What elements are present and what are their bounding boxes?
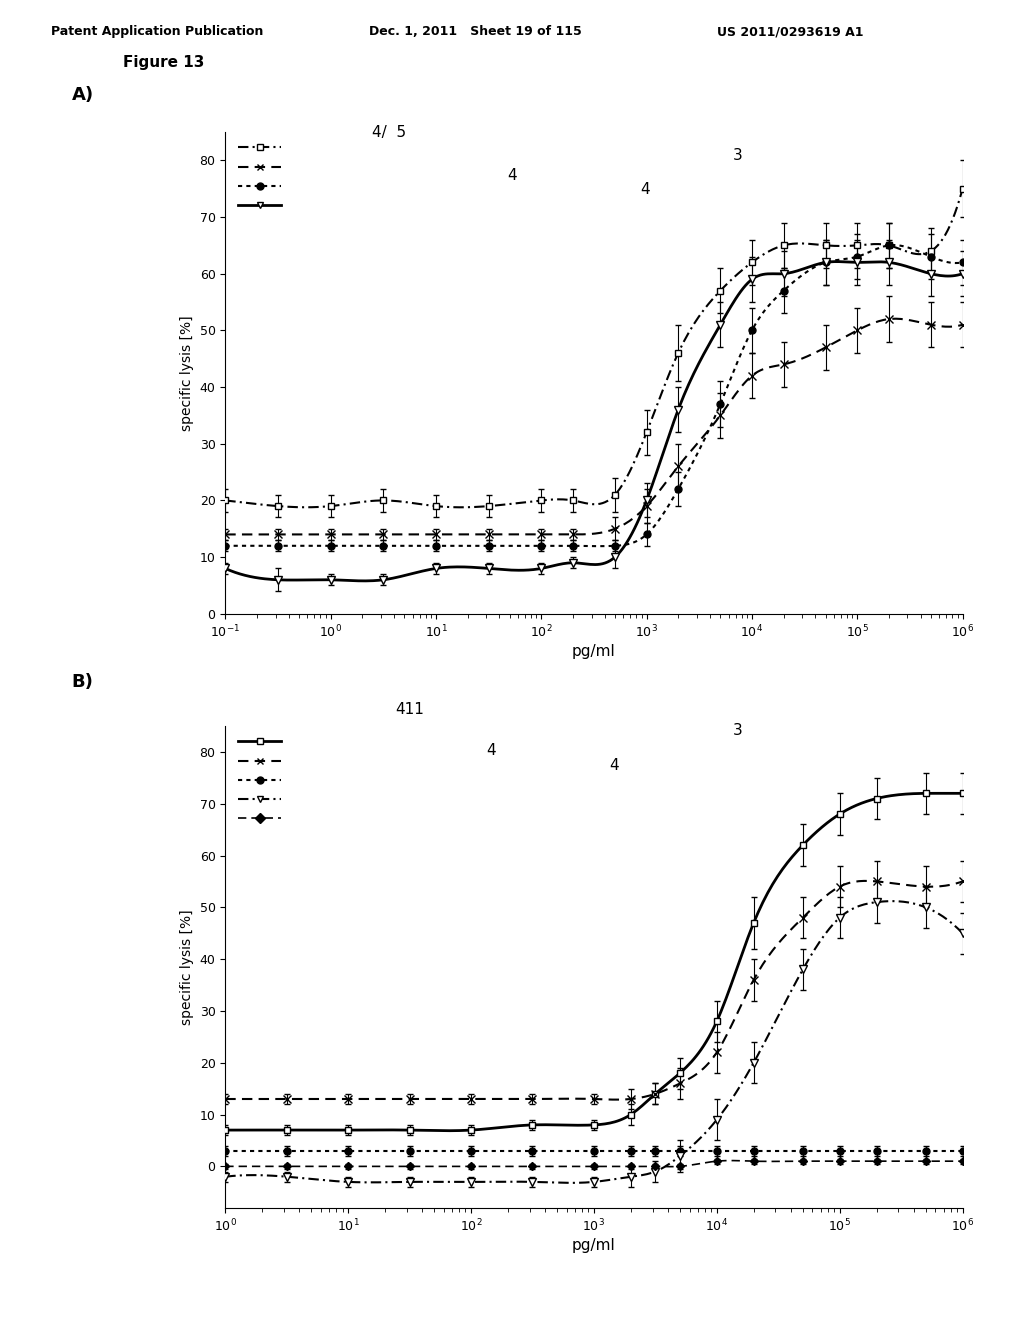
Text: 3: 3	[732, 723, 742, 738]
X-axis label: pg/ml: pg/ml	[572, 644, 615, 659]
Text: 4: 4	[486, 743, 497, 758]
Text: 411: 411	[395, 702, 424, 717]
Y-axis label: specific lysis [%]: specific lysis [%]	[180, 909, 194, 1024]
Text: 4: 4	[609, 758, 620, 772]
Text: 4/  5: 4/ 5	[372, 125, 407, 140]
Text: Patent Application Publication: Patent Application Publication	[51, 25, 263, 38]
Legend: , , , , : , , , ,	[232, 731, 293, 830]
Text: US 2011/0293619 A1: US 2011/0293619 A1	[717, 25, 863, 38]
Text: B): B)	[72, 673, 93, 692]
Y-axis label: specific lysis [%]: specific lysis [%]	[180, 315, 194, 430]
Text: 3: 3	[732, 148, 742, 162]
Text: Figure 13: Figure 13	[123, 55, 204, 70]
Text: 4: 4	[507, 168, 517, 182]
Text: A): A)	[72, 86, 94, 104]
Text: Dec. 1, 2011   Sheet 19 of 115: Dec. 1, 2011 Sheet 19 of 115	[369, 25, 582, 38]
Legend: , , , : , , ,	[232, 137, 293, 218]
Text: 4: 4	[640, 182, 650, 197]
X-axis label: pg/ml: pg/ml	[572, 1238, 615, 1253]
